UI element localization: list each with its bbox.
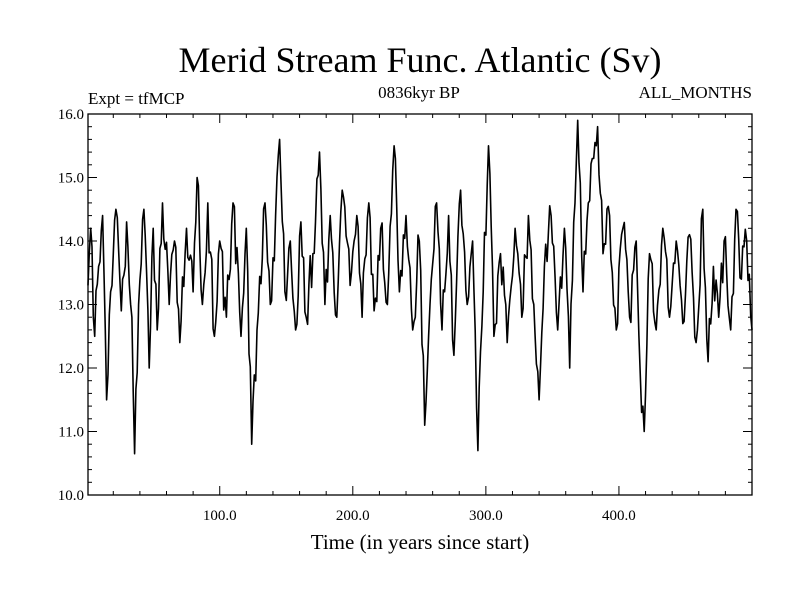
x-tick-label: 300.0	[469, 508, 503, 524]
chart-title: Merid Stream Func. Atlantic (Sv)	[179, 40, 662, 80]
y-tick-label: 16.0	[58, 107, 84, 123]
series-line	[87, 119, 753, 455]
x-axis-label: Time (in years since start)	[311, 530, 530, 554]
subtitle-right: ALL_MONTHS	[639, 83, 752, 102]
plot-frame	[87, 113, 753, 496]
x-tick-label: 400.0	[602, 508, 636, 524]
subtitle-left: Expt = tfMCP	[88, 89, 185, 108]
y-tick-label: 13.0	[58, 298, 84, 314]
x-tick-label: 100.0	[203, 508, 237, 524]
y-tick-label: 14.0	[58, 234, 84, 250]
x-tick-label: 200.0	[336, 508, 370, 524]
y-tick-label: 15.0	[58, 171, 84, 187]
y-tick-label: 12.0	[58, 361, 84, 377]
y-tick-label: 11.0	[58, 425, 84, 441]
y-tick-label: 10.0	[58, 488, 84, 504]
axis-tick-labels: 10.0 11.0 12.0 13.0 14.0 15.0 16.0 100.0 200.0 30…	[58, 107, 636, 524]
subtitle-center: 0836kyr BP	[378, 83, 460, 102]
